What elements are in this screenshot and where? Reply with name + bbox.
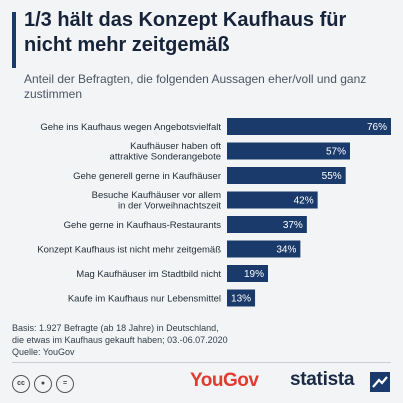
bar-7 bbox=[227, 289, 256, 307]
value-label-4: 37% bbox=[283, 220, 303, 231]
bar-5 bbox=[227, 240, 301, 258]
category-label-5: Konzept Kaufhaus ist nicht mehr zeitgemä… bbox=[37, 244, 221, 255]
footnote-source: Quelle: YouGov bbox=[12, 347, 75, 357]
footer-divider bbox=[12, 362, 391, 363]
bar-3 bbox=[227, 191, 318, 209]
nd-icon[interactable]: = bbox=[56, 375, 74, 393]
value-label-1: 57% bbox=[326, 147, 346, 158]
bar-4 bbox=[227, 216, 307, 233]
value-label-0: 76% bbox=[367, 122, 387, 133]
bar-0 bbox=[227, 118, 391, 135]
cc-icon[interactable]: cc bbox=[12, 375, 30, 393]
by-icon[interactable]: ● bbox=[34, 375, 52, 393]
statista-logo-icon[interactable] bbox=[370, 372, 390, 392]
bar-2 bbox=[227, 167, 346, 184]
chart-subtitle: Anteil der Befragten, die folgenden Auss… bbox=[24, 72, 367, 101]
value-label-6: 19% bbox=[244, 269, 264, 280]
category-label-2: Gehe generell gerne in Kaufhäuser bbox=[73, 171, 221, 182]
category-label-1: Kaufhäuser haben oft attraktive Sonderang… bbox=[110, 141, 222, 163]
category-label-3: Besuche Kaufhäuser vor allem in der Vorwe… bbox=[92, 190, 222, 212]
category-label-7: Kaufe im Kaufhaus nur Lebensmittel bbox=[68, 293, 221, 304]
yougov-logo[interactable]: YouGov bbox=[190, 370, 259, 391]
title-accent-bar bbox=[12, 12, 16, 68]
bar-chart: 76% Gehe ins Kaufhaus wegen Angebotsvielf… bbox=[37, 118, 391, 307]
statista-logo[interactable]: statista bbox=[290, 369, 355, 390]
category-label-0: Gehe ins Kaufhaus wegen Angebotsvielfalt bbox=[40, 122, 221, 133]
bar-1 bbox=[227, 142, 350, 160]
value-label-2: 55% bbox=[322, 171, 342, 182]
value-label-7: 13% bbox=[231, 294, 251, 305]
value-label-5: 34% bbox=[276, 245, 296, 256]
footnote-basis: Basis: 1.927 Befragte (ab 18 Jahre) in D… bbox=[12, 323, 219, 333]
category-label-6: Mag Kaufhäuser im Stadtbild nicht bbox=[76, 269, 221, 280]
footnote: Basis: 1.927 Befragte (ab 18 Jahre) in D… bbox=[12, 322, 392, 358]
value-label-3: 42% bbox=[294, 196, 314, 207]
category-label-4: Gehe gerne in Kaufhaus-Restaurants bbox=[64, 220, 222, 231]
bar-6 bbox=[227, 265, 268, 282]
chart-title: 1/3 hält das Konzept Kaufhaus für nicht … bbox=[24, 9, 347, 56]
footnote-basis-cont: die etwas im Kaufhaus gekauft haben; 03.… bbox=[12, 335, 228, 345]
